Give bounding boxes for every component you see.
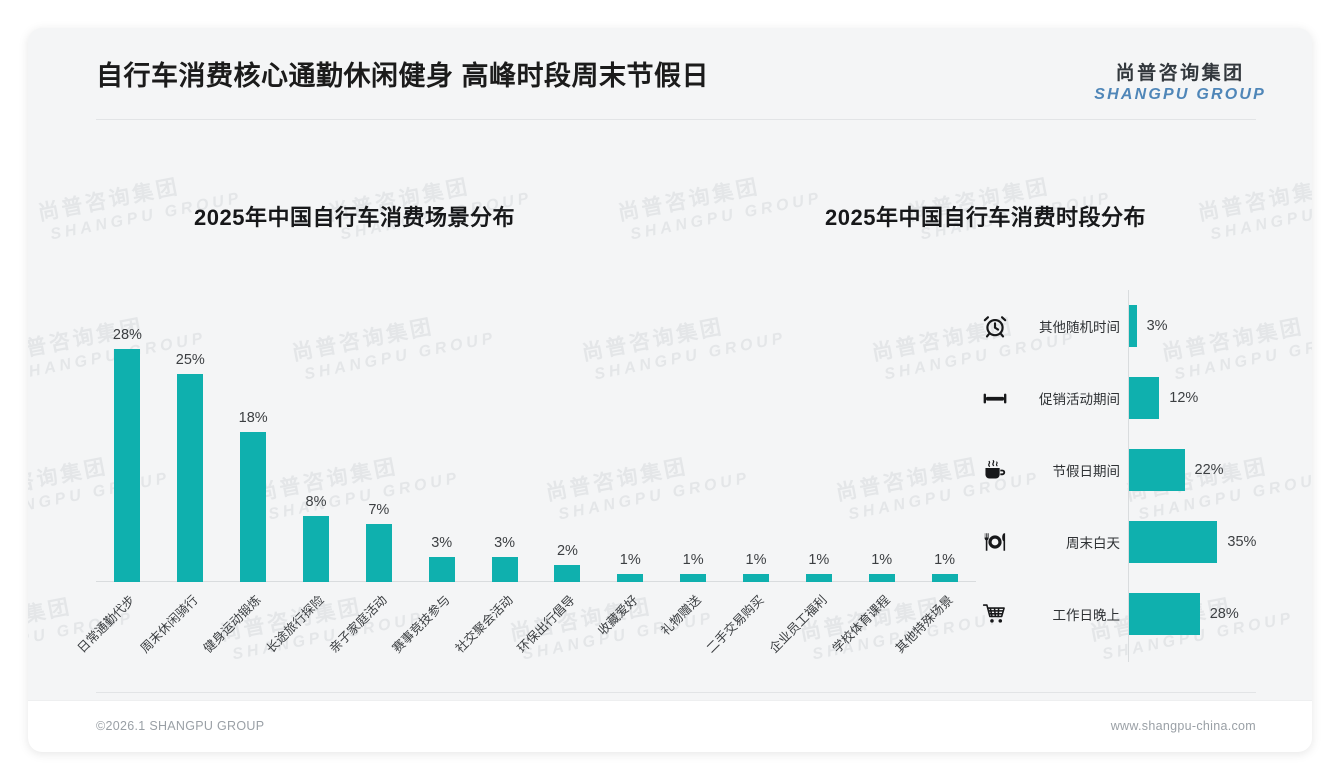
dining-plate-icon xyxy=(980,527,1010,557)
column-bar-group[interactable]: 7% xyxy=(365,290,392,582)
right-chart-axis-line xyxy=(1128,290,1129,662)
row-value-label: 35% xyxy=(1227,534,1257,550)
row-bar[interactable] xyxy=(1129,521,1218,563)
column-value-label: 3% xyxy=(494,535,516,552)
column-value-label: 1% xyxy=(871,551,893,568)
brand-name-cn: 尚普咨询集团 xyxy=(1115,63,1245,84)
column-bar[interactable] xyxy=(428,557,455,582)
alarm-clock-icon xyxy=(980,311,1010,341)
column-value-label: 18% xyxy=(238,410,268,427)
column-bar-group[interactable]: 18% xyxy=(238,290,268,582)
left-chart-title: 2025年中国自行车消费场景分布 xyxy=(194,205,515,230)
time-distribution-row[interactable]: 工作日晚上 28% xyxy=(968,578,1288,650)
right-chart-title: 2025年中国自行车消费时段分布 xyxy=(825,205,1146,230)
row-bar[interactable] xyxy=(1129,377,1160,419)
column-value-label: 8% xyxy=(305,493,327,510)
brand-logo: 尚普咨询集团 SHANGPU GROUP xyxy=(1094,63,1266,104)
column-value-label: 1% xyxy=(619,551,641,568)
column-bar-group[interactable]: 3% xyxy=(428,290,455,582)
column-bar-group[interactable]: 2% xyxy=(554,290,581,582)
column-bar[interactable] xyxy=(114,349,141,582)
row-category-label: 工作日晚上 xyxy=(1052,608,1121,623)
column-bar[interactable] xyxy=(743,573,769,582)
column-bar-group[interactable]: 25% xyxy=(175,290,205,582)
column-bar-group[interactable]: 1% xyxy=(680,290,707,582)
left-chart-axis-line xyxy=(96,581,976,582)
shopping-cart-icon xyxy=(980,599,1010,629)
column-bar[interactable] xyxy=(680,573,707,582)
column-bar[interactable] xyxy=(868,573,895,582)
time-distribution-row[interactable]: 节假日期间 22% xyxy=(968,434,1288,506)
row-bar[interactable] xyxy=(1129,593,1200,635)
row-category-label: 周末白天 xyxy=(1066,536,1120,551)
time-distribution-row[interactable]: 其他随机时间 3% xyxy=(968,290,1288,362)
column-bar[interactable] xyxy=(931,573,958,582)
column-bar[interactable] xyxy=(554,565,581,582)
column-bar-group[interactable]: 1% xyxy=(805,290,832,582)
copyright-text: ©2026.1 SHANGPU GROUP xyxy=(96,719,265,733)
column-bar[interactable] xyxy=(617,573,644,582)
column-bar[interactable] xyxy=(491,557,518,582)
column-bar-group[interactable]: 28% xyxy=(112,290,142,582)
website-url[interactable]: www.shangpu-china.com xyxy=(1110,719,1256,733)
column-bar[interactable] xyxy=(303,515,329,582)
slide-footer: ©2026.1 SHANGPU GROUP www.shangpu-china.… xyxy=(28,700,1312,752)
column-bar[interactable] xyxy=(240,432,267,582)
column-bar[interactable] xyxy=(365,523,392,582)
row-category-label: 促销活动期间 xyxy=(1039,392,1120,407)
time-distribution-row[interactable]: 周末白天 35% xyxy=(968,506,1288,578)
column-bar-group[interactable]: 1% xyxy=(617,290,644,582)
scene-distribution-chart: 28% 日常通勤代步 25% 周末休闲骑行 18% 健身运动锻炼 8% 长途旅行探险 7% 亲子家… xyxy=(75,290,976,656)
column-value-label: 1% xyxy=(934,551,956,568)
column-value-label: 2% xyxy=(556,543,578,560)
header-divider xyxy=(96,119,1256,120)
row-category-label: 其他随机时间 xyxy=(1039,320,1120,335)
charts-area: 2025年中国自行车消费场景分布 28% 日常通勤代步 25% 周末休闲骑行 18% 健身… xyxy=(28,28,1312,752)
column-bar-group[interactable]: 1% xyxy=(931,290,958,582)
column-value-label: 1% xyxy=(745,551,767,568)
column-value-label: 1% xyxy=(808,551,830,568)
footnote-divider xyxy=(96,692,1256,693)
column-bar[interactable] xyxy=(177,374,204,582)
column-value-label: 28% xyxy=(112,327,142,344)
column-value-label: 7% xyxy=(368,501,390,518)
column-bar[interactable] xyxy=(805,573,832,582)
row-bar[interactable] xyxy=(1129,449,1185,491)
page-title: 自行车消费核心通勤休闲健身 高峰时段周末节假日 xyxy=(96,61,710,91)
slide-canvas: 尚普咨询集团 SHANGPU GROUP 尚普咨询集团 SHANGPU GROUP 尚普… xyxy=(28,28,1312,752)
brand-name-en: SHANGPU GROUP xyxy=(1094,86,1266,104)
time-distribution-chart: 其他随机时间 3% 促销活动期间 12% 节假日期间 22% 周末白天 35% 工作日晚上 28% xyxy=(968,290,1288,662)
row-value-label: 12% xyxy=(1169,390,1199,406)
column-value-label: 3% xyxy=(431,535,453,552)
bed-icon xyxy=(980,383,1010,413)
row-value-label: 28% xyxy=(1209,606,1239,622)
row-bar[interactable] xyxy=(1129,305,1137,347)
slide-header: 自行车消费核心通勤休闲健身 高峰时段周末节假日 尚普咨询集团 SHANGPU G… xyxy=(28,28,1312,120)
row-category-label: 节假日期间 xyxy=(1052,464,1121,479)
column-bar-group[interactable]: 1% xyxy=(743,290,769,582)
column-value-label: 25% xyxy=(175,352,205,369)
column-bar-group[interactable]: 1% xyxy=(868,290,895,582)
time-distribution-row[interactable]: 促销活动期间 12% xyxy=(968,362,1288,434)
coffee-cup-icon xyxy=(980,455,1010,485)
column-bar-group[interactable]: 3% xyxy=(491,290,518,582)
column-bar-group[interactable]: 8% xyxy=(303,290,329,582)
column-value-label: 1% xyxy=(682,551,704,568)
row-value-label: 3% xyxy=(1146,318,1168,334)
row-value-label: 22% xyxy=(1194,462,1224,478)
